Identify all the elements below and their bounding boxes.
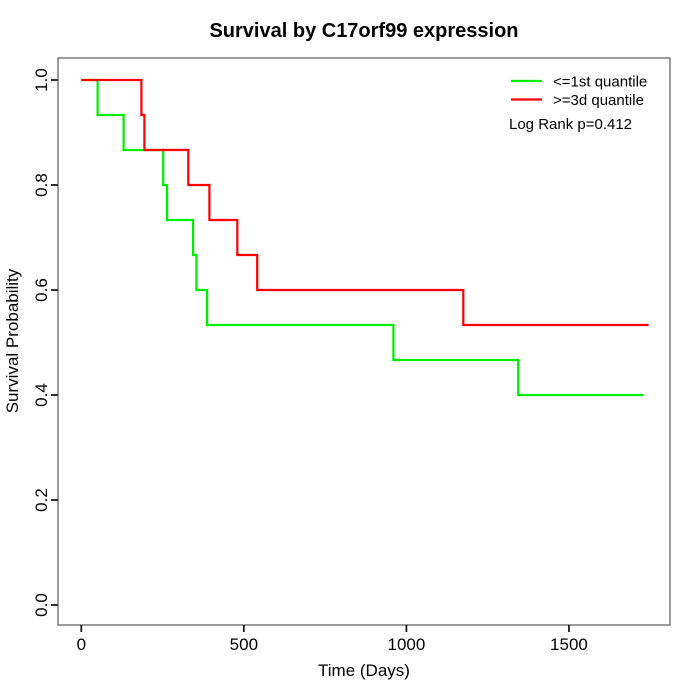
y-tick-label: 1.0 bbox=[32, 68, 51, 92]
plot-area: 0 500 1000 1500 0.0 0.2 0.4 0.6 0.8 1.0 bbox=[32, 57, 671, 654]
y-tick-label: 0.0 bbox=[32, 593, 51, 617]
legend-label-quantile3: >=3d quantile bbox=[553, 92, 644, 109]
logrank-pvalue: Log Rank p=0.412 bbox=[509, 116, 632, 133]
y-axis-title: Survival Probability bbox=[3, 268, 22, 413]
y-tick-label: 0.8 bbox=[32, 173, 51, 197]
x-tick-label: 1000 bbox=[387, 635, 425, 654]
legend-label-quantile1: <=1st quantile bbox=[553, 74, 647, 91]
y-tick-label: 0.4 bbox=[32, 383, 51, 407]
survival-curve-quantile3 bbox=[81, 78, 649, 327]
y-tick-label: 0.2 bbox=[32, 488, 51, 512]
legend: <=1st quantile >=3d quantile Log Rank p=… bbox=[509, 74, 647, 134]
chart-title: Survival by C17orf99 expression bbox=[209, 20, 518, 42]
x-axis-title: Time (Days) bbox=[318, 661, 410, 680]
x-tick-label: 500 bbox=[230, 635, 258, 654]
x-tick-label: 1500 bbox=[550, 635, 588, 654]
survival-curve-quantile1 bbox=[81, 78, 644, 397]
x-tick-label: 0 bbox=[77, 635, 86, 654]
y-tick-label: 0.6 bbox=[32, 278, 51, 302]
plot-box bbox=[57, 57, 671, 626]
